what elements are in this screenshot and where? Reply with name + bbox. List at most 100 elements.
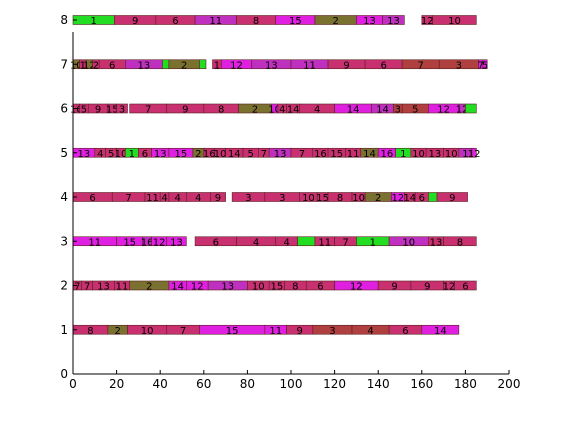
segment-label: 10 (302, 193, 315, 204)
segment-label: 13 (221, 282, 234, 293)
segment-label: 7 (180, 326, 186, 337)
segment-label: 13 (78, 149, 91, 160)
bar-segment (465, 103, 477, 114)
segment-label: 15 (330, 149, 343, 160)
x-tick-label: 60 (196, 377, 211, 391)
segment-label: 6 (89, 193, 95, 204)
segment-label: 1 (129, 149, 135, 160)
bar-segment (436, 192, 468, 202)
segment-label: 13 (97, 282, 110, 293)
segment-label: 3 (395, 105, 401, 116)
segment-label: 14 (376, 105, 389, 116)
segment-label: 13 (274, 149, 287, 160)
bar-segment (162, 59, 170, 70)
segment-label: 10 (252, 282, 265, 293)
segment-label: 13 (429, 149, 442, 160)
segment-label: 8 (337, 193, 343, 204)
segment-label: 13 (137, 60, 150, 71)
segment-label: 15 (123, 237, 136, 248)
y-tick-label: 4 (60, 190, 68, 204)
bar-segment (297, 236, 316, 247)
segment-label: 7 (74, 282, 80, 293)
segment-label: 2 (93, 60, 99, 71)
segment-label: 2 (333, 16, 339, 27)
segment-label: 4 (97, 149, 103, 160)
segment-label: 10 (70, 60, 83, 71)
y-tick-label: 0 (60, 367, 68, 381)
segment-label: 12 (468, 149, 481, 160)
segment-label: 13 (154, 149, 167, 160)
segment-label: 1 (400, 149, 406, 160)
segment-label: 12 (83, 60, 96, 71)
segment-label: 9 (215, 193, 221, 204)
segment-label: 15 (175, 149, 188, 160)
segment-label: 2 (195, 149, 201, 160)
segment-label: 13 (265, 60, 278, 71)
segment-label: 9 (343, 60, 349, 71)
segment-label: 13 (430, 237, 443, 248)
bar-segment (482, 59, 488, 70)
segment-label: 12 (191, 282, 204, 293)
x-tick-label: 0 (69, 377, 77, 391)
segment-label: 2 (115, 326, 121, 337)
segment-label: 11 (303, 60, 316, 71)
x-tick-label: 140 (367, 377, 390, 391)
segment-label: 5 (482, 60, 488, 71)
bar-segment (199, 59, 207, 70)
segment-label: 15 (270, 282, 283, 293)
segment-label: 7 (342, 237, 348, 248)
segment-label: 9 (182, 105, 188, 116)
segment-label: 16 (141, 237, 154, 248)
segment-label: 7 (261, 149, 267, 160)
bar-segment (210, 192, 226, 202)
segment-label: 15 (226, 326, 239, 337)
y-tick-label: 7 (60, 57, 68, 71)
bar-segment (443, 236, 477, 247)
segment-label: 5 (412, 105, 418, 116)
segment-label: 5 (108, 149, 114, 160)
y-tick-label: 8 (60, 13, 68, 27)
segment-label: 6 (402, 326, 408, 337)
segment-label: 14 (403, 193, 416, 204)
segment-label: 10 (214, 149, 227, 160)
segment-label: 13 (387, 16, 400, 27)
segment-label: 6 (172, 16, 178, 27)
segment-label: 6 (109, 60, 115, 71)
segment-label: 14 (171, 282, 184, 293)
segment-label: 11 (318, 237, 331, 248)
segment-label: 8 (218, 105, 224, 116)
bar-segment (382, 15, 405, 25)
segment-label: 13 (363, 16, 376, 27)
segment-label: 10 (412, 149, 425, 160)
segment-label: 6 (419, 193, 425, 204)
y-tick-label: 2 (60, 279, 68, 293)
segment-label: 4 (161, 193, 167, 204)
segment-label: 14 (228, 149, 241, 160)
segment-label: 6 (213, 237, 219, 248)
segment-label: 2 (146, 282, 152, 293)
segment-label: 6 (317, 282, 323, 293)
segment-label: 3 (329, 326, 335, 337)
segment-label: 4 (314, 105, 320, 116)
segment-label: 7 (145, 105, 151, 116)
segment-label: 16 (314, 149, 327, 160)
segment-label: 1 (91, 16, 97, 27)
segment-label: 4 (174, 193, 180, 204)
segment-label: 1 (462, 149, 468, 160)
x-tick-label: 40 (153, 377, 168, 391)
segment-label: 3 (245, 193, 251, 204)
segment-label: 14 (363, 149, 376, 160)
segment-label: 4 (279, 105, 285, 116)
segment-label: 10 (268, 105, 281, 116)
segment-label: 1 (370, 237, 376, 248)
bar-segment (454, 280, 477, 291)
segment-label: 15 (289, 16, 302, 27)
segment-label: 9 (449, 193, 455, 204)
segment-label: 5 (247, 149, 253, 160)
segment-label: 2 (375, 193, 381, 204)
segment-label: 14 (434, 326, 447, 337)
segment-label: 12 (443, 282, 456, 293)
segment-label: 12 (391, 193, 404, 204)
